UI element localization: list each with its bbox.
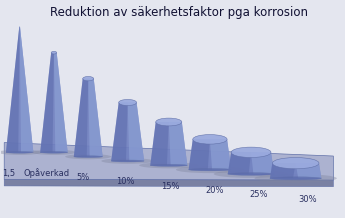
Text: 15%: 15%	[161, 182, 179, 191]
Ellipse shape	[111, 160, 144, 162]
Polygon shape	[270, 163, 296, 178]
Polygon shape	[111, 102, 128, 161]
Polygon shape	[228, 152, 274, 175]
Polygon shape	[4, 143, 333, 180]
Polygon shape	[296, 163, 321, 178]
Polygon shape	[270, 163, 321, 180]
Ellipse shape	[214, 170, 288, 178]
Polygon shape	[111, 102, 144, 162]
Polygon shape	[228, 152, 251, 174]
Polygon shape	[128, 102, 144, 161]
Polygon shape	[251, 152, 274, 174]
Text: 30%: 30%	[298, 194, 316, 204]
Polygon shape	[189, 139, 231, 171]
Text: 25%: 25%	[250, 190, 268, 199]
Text: Opåverkad: Opåverkad	[23, 169, 69, 179]
Ellipse shape	[83, 77, 94, 81]
Polygon shape	[169, 122, 187, 165]
Text: 20%: 20%	[205, 186, 224, 195]
Ellipse shape	[6, 152, 33, 153]
Text: Reduktion av säkerhetsfaktor pga korrosion: Reduktion av säkerhetsfaktor pga korrosi…	[50, 6, 308, 19]
Ellipse shape	[270, 177, 321, 180]
Ellipse shape	[228, 173, 274, 175]
Polygon shape	[20, 27, 33, 152]
Ellipse shape	[101, 158, 154, 164]
Ellipse shape	[0, 150, 42, 155]
Text: 5%: 5%	[77, 173, 90, 182]
Polygon shape	[74, 79, 88, 157]
Ellipse shape	[150, 164, 187, 166]
Ellipse shape	[51, 51, 57, 54]
Ellipse shape	[156, 118, 182, 126]
Polygon shape	[150, 122, 169, 165]
Ellipse shape	[189, 169, 231, 171]
Polygon shape	[6, 27, 20, 152]
Ellipse shape	[65, 154, 111, 159]
Ellipse shape	[193, 135, 227, 144]
Text: 10%: 10%	[117, 177, 135, 186]
Ellipse shape	[74, 156, 102, 158]
Ellipse shape	[176, 166, 244, 173]
Ellipse shape	[255, 174, 337, 183]
Polygon shape	[4, 179, 333, 187]
Polygon shape	[88, 79, 102, 157]
Polygon shape	[54, 53, 68, 152]
Polygon shape	[74, 79, 102, 157]
Ellipse shape	[32, 150, 76, 155]
Ellipse shape	[231, 147, 271, 158]
Ellipse shape	[272, 158, 319, 169]
Ellipse shape	[119, 99, 137, 106]
Polygon shape	[210, 139, 231, 170]
Polygon shape	[6, 27, 33, 153]
Text: 1,5: 1,5	[2, 169, 16, 178]
Ellipse shape	[40, 152, 68, 153]
Polygon shape	[189, 139, 210, 170]
Polygon shape	[150, 122, 187, 166]
Ellipse shape	[139, 162, 198, 168]
Polygon shape	[40, 53, 68, 153]
Polygon shape	[40, 53, 54, 152]
